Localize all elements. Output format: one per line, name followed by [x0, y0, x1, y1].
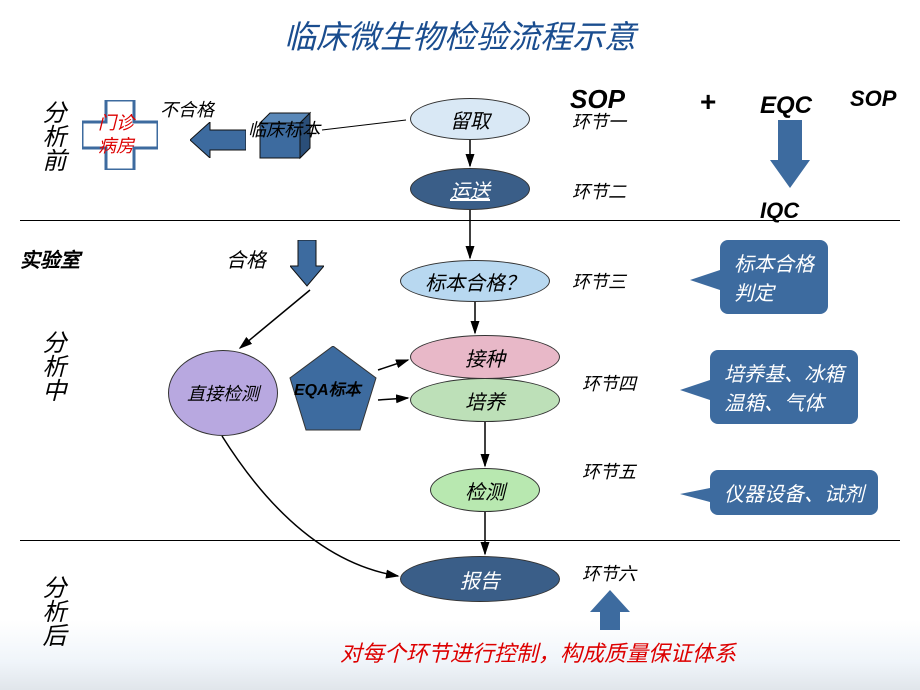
step-5: 环节五 — [582, 458, 636, 484]
page-title: 临床微生物检验流程示意 — [284, 12, 636, 58]
fail-arrow — [190, 122, 246, 158]
lab-label: 实验室 — [20, 244, 80, 273]
node-eqa: EQA标本 — [294, 376, 361, 400]
node-report: 报告 — [400, 556, 560, 602]
phase-pre: 分析前 — [36, 100, 66, 172]
callout-3: 仪器设备、试剂 — [710, 470, 878, 515]
node-inoculate: 接种 — [410, 335, 560, 379]
node-qualify: 标本合格？ — [400, 260, 550, 302]
node-culture: 培养 — [410, 378, 560, 422]
eqc-label: EQC — [760, 92, 812, 120]
iqc-label: IQC — [760, 198, 799, 224]
sop2-label: SOP — [850, 86, 896, 112]
callout-1: 标本合格 判定 — [720, 240, 828, 314]
step-3: 环节三 — [572, 268, 626, 294]
phase-mid: 分析中 — [36, 330, 66, 402]
step-4: 环节四 — [582, 370, 636, 396]
node-collect: 留取 — [410, 98, 530, 140]
node-direct: 直接检测 — [168, 350, 278, 436]
callout-2: 培养基、冰箱 温箱、气体 — [710, 350, 858, 424]
pass-label: 合格 — [226, 244, 266, 273]
node-transport: 运送 — [410, 168, 530, 210]
bottom-message: 对每个环节进行控制，构成质量保证体系 — [340, 636, 736, 668]
hline-2 — [20, 540, 900, 541]
diagram-stage: 临床微生物检验流程示意 分析前 分析中 分析后 实验室 SOP + EQC SO… — [0, 0, 920, 690]
specimen-label: 临床标本 — [248, 116, 320, 142]
step6-up-arrow — [590, 590, 630, 630]
pass-arrow — [290, 240, 324, 288]
step-6: 环节六 — [582, 560, 636, 586]
phase-post: 分析后 — [36, 575, 66, 647]
plus-icon: + — [700, 86, 716, 118]
step-2: 环节二 — [572, 178, 626, 204]
fail-label: 不合格 — [160, 96, 214, 122]
clinic-label: 门诊 病房 — [98, 112, 134, 159]
node-detect: 检测 — [430, 468, 540, 512]
eqc-to-iqc-arrow — [770, 120, 810, 190]
step-1: 环节一 — [572, 108, 626, 134]
